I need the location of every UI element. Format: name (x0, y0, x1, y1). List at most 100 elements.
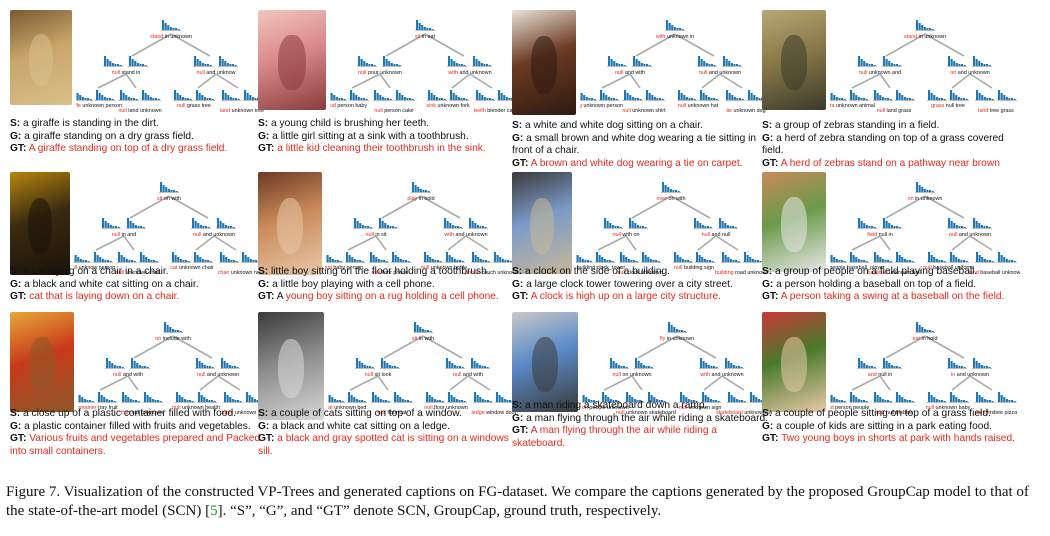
leaf-histogram-bar (715, 400, 718, 402)
mid-histogram-bar (709, 227, 712, 228)
mid-label: field null in (867, 232, 892, 238)
leaf-histogram-bar (507, 260, 510, 262)
leaf-label-word: land (220, 108, 230, 114)
mid-histogram-bar (142, 227, 145, 228)
leaf-histogram-bar (379, 399, 382, 402)
leaf-histogram (223, 392, 243, 403)
leaf-histogram-bar (685, 97, 688, 100)
leaf-histogram (619, 252, 639, 263)
mid-histogram-bar (479, 226, 482, 228)
leaf-label: teeth blender cake (474, 108, 518, 114)
mid-histogram-bar (619, 227, 622, 228)
leaf-histogram-bar (231, 399, 234, 402)
mid-label-word: unknown (718, 70, 741, 76)
leaf-histogram-bar (404, 400, 407, 402)
root-histogram-bar (165, 187, 168, 192)
leaf-histogram-bar (336, 400, 339, 402)
figure-ref-link[interactable]: 5 (210, 502, 218, 519)
leaf-histogram-bar (383, 260, 386, 262)
photo-fruits (10, 312, 74, 412)
leaf-histogram-bar (732, 260, 735, 262)
mid-label-word: unknow (215, 70, 235, 76)
caption-key: S: (512, 400, 523, 411)
root-label-word: on (155, 336, 161, 342)
mid-label-word: and (458, 70, 469, 76)
leaf-histogram-bar (405, 260, 408, 262)
leaf-histogram-bar (957, 97, 960, 100)
leaf-histogram-bar (585, 397, 588, 402)
leaf-histogram-bar (455, 399, 458, 402)
leaf-histogram (599, 90, 619, 101)
mid-histogram-bar (379, 218, 382, 228)
leaf-label-word: sign (710, 405, 721, 411)
leaf-histogram-bar (612, 400, 615, 402)
leaf-label-word: tree (954, 103, 965, 109)
mid-histogram-bar (610, 358, 613, 368)
mid-label: null and unknown (197, 372, 239, 378)
leaf-label-word: tie (726, 108, 732, 114)
leaf-histogram-bar (377, 397, 380, 402)
panel-baseball: on in unknown field null in null and unkno… (762, 172, 1020, 344)
leaf-histogram-bar (991, 401, 994, 402)
leaf-histogram-bar (486, 98, 489, 100)
leaf-histogram-bar (435, 97, 438, 100)
leaf-histogram-bar (149, 97, 152, 100)
leaf-label-word: unknown (934, 405, 957, 411)
mid-histogram-bar (961, 366, 964, 368)
mid-histogram (353, 218, 373, 229)
leaf-histogram (997, 90, 1017, 101)
mid-label-word: null (613, 372, 621, 378)
leaf-histogram-bar (118, 252, 121, 262)
caption-s: S: little boy sitting on the floor holdi… (258, 266, 514, 279)
leaf-label: phone couch unknown (465, 270, 516, 276)
leaf-histogram-bar (189, 99, 192, 100)
mid-histogram-bar (366, 366, 369, 368)
root-label-word: unknown (919, 196, 942, 202)
tree-edge (195, 235, 215, 251)
mid-histogram (882, 56, 902, 67)
mid-histogram-bar (631, 221, 634, 228)
tree-edge (131, 33, 172, 57)
leaf-histogram-bar (107, 260, 110, 262)
leaf-histogram-bar (955, 397, 958, 402)
mid-label-word: with (443, 232, 454, 238)
leaf-histogram (447, 392, 467, 403)
leaf-histogram-bar (84, 98, 87, 100)
leaf-histogram-bar (508, 98, 511, 100)
leaf-label-word: null (372, 270, 380, 276)
leaf-histogram-bar (375, 257, 378, 262)
leaf-histogram (78, 392, 95, 403)
leaf-label: null unknown shirt (622, 108, 666, 114)
mid-histogram-bar (858, 358, 861, 368)
leaf-histogram (647, 392, 667, 403)
leaf-histogram-bar (889, 401, 892, 402)
mid-histogram-bar (980, 365, 983, 368)
leaf-histogram (849, 252, 869, 263)
leaf-histogram (582, 392, 599, 403)
leaf-histogram-bar (935, 97, 938, 100)
leaf-histogram-bar (147, 95, 150, 100)
leaf-label-word: person (104, 103, 122, 109)
leaf-histogram-bar (140, 252, 143, 262)
leaf-histogram-bar (248, 395, 251, 402)
mid-label-word: with (699, 372, 710, 378)
mid-histogram-bar (623, 65, 626, 66)
leaf-label-word: tray (97, 405, 108, 411)
leaf-histogram-bar (960, 260, 963, 262)
leaf-histogram-bar (737, 261, 740, 262)
leaf-histogram-bar (326, 255, 329, 262)
captions-window: S: a couple of cats sitting on top of a … (258, 408, 514, 458)
root-histogram (667, 322, 687, 333)
root-histogram-bar (931, 331, 934, 332)
leaf-histogram-bar (700, 90, 703, 100)
leaf-histogram-bar (622, 255, 625, 262)
leaf-histogram-bar (96, 90, 99, 100)
mid-histogram-bar (115, 226, 118, 228)
tree-edge (168, 195, 209, 219)
leaf-histogram-bar (607, 397, 610, 402)
leaf-histogram (975, 252, 995, 263)
caption-text: a couple of cats sitting on top of a win… (271, 408, 462, 419)
leaf-histogram-bar (707, 397, 710, 402)
caption-gt-prefix: A (276, 291, 286, 303)
mid-histogram-bar (871, 366, 874, 368)
